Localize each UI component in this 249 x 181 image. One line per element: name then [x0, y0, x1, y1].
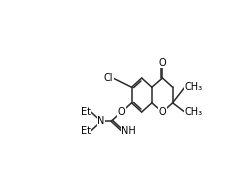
Text: CH₃: CH₃ — [185, 107, 203, 117]
Text: Cl: Cl — [104, 73, 113, 83]
Text: O: O — [118, 107, 125, 117]
Text: Et: Et — [81, 107, 91, 117]
Text: N: N — [97, 116, 105, 126]
Text: Et: Et — [81, 126, 91, 136]
Text: CH₃: CH₃ — [185, 82, 203, 92]
Text: NH: NH — [121, 126, 136, 136]
Text: O: O — [159, 107, 166, 117]
Text: O: O — [159, 58, 166, 68]
